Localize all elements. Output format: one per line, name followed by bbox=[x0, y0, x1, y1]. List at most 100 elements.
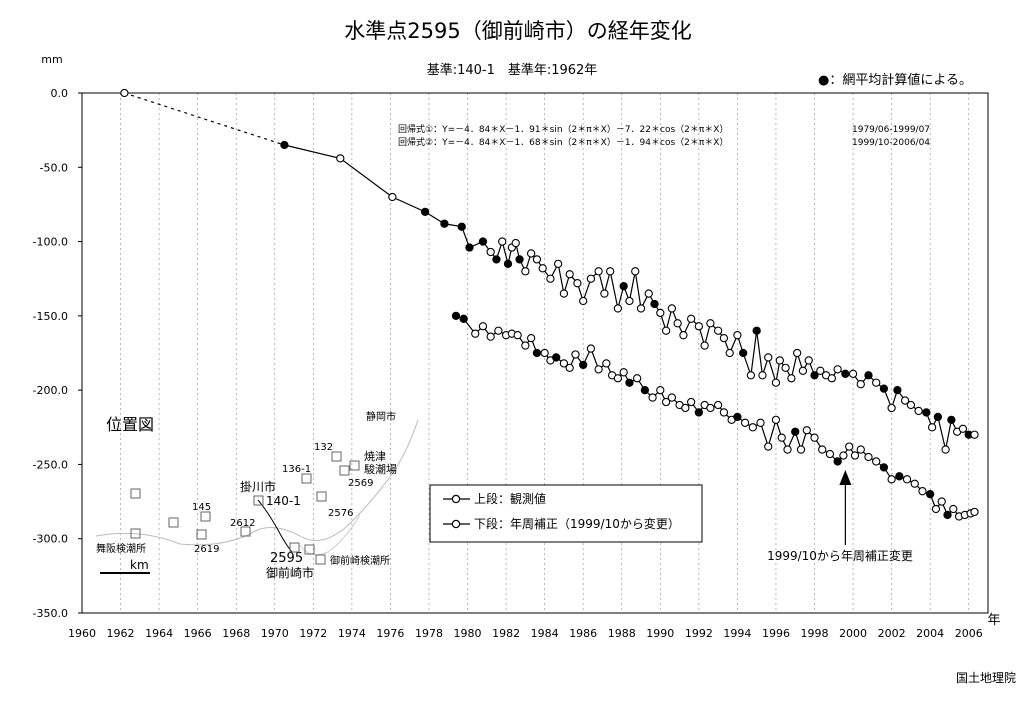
data-point-upper bbox=[970, 430, 979, 439]
map-label-145: 145 bbox=[192, 502, 211, 513]
legend-marker-upper bbox=[451, 494, 461, 504]
data-point-lower bbox=[459, 314, 468, 323]
x-tick-label: 1992 bbox=[685, 627, 713, 640]
data-point-upper bbox=[933, 412, 943, 422]
data-point-lower bbox=[771, 415, 781, 425]
data-point-upper bbox=[810, 371, 819, 380]
data-point-upper bbox=[457, 222, 466, 231]
data-point-lower bbox=[719, 408, 729, 417]
data-point-upper bbox=[661, 326, 671, 335]
data-point-upper bbox=[746, 371, 756, 380]
y-axis-unit: mm bbox=[41, 53, 62, 66]
x-tick-label: 1978 bbox=[415, 627, 443, 640]
regression-period-1: 1979/06-1999/07 bbox=[852, 125, 930, 135]
data-point-upper bbox=[546, 274, 555, 283]
data-point-lower bbox=[552, 353, 561, 362]
x-axis-unit: 年 bbox=[987, 613, 1000, 628]
y-tick-label: -250.0 bbox=[33, 458, 68, 471]
benchmark-square bbox=[289, 542, 300, 553]
data-point-lower bbox=[931, 504, 941, 514]
data-point-lower bbox=[633, 374, 642, 383]
benchmark-square bbox=[349, 460, 360, 471]
x-tick-label: 1962 bbox=[107, 627, 135, 640]
chart-title: 水準点2595（御前崎市）の経年変化 bbox=[344, 19, 691, 43]
data-point-lower bbox=[783, 445, 792, 454]
data-point-upper bbox=[798, 366, 808, 375]
data-point-lower bbox=[833, 457, 842, 466]
benchmark-square bbox=[253, 495, 264, 506]
data-point-upper bbox=[573, 279, 582, 288]
data-point-upper bbox=[667, 304, 677, 313]
map-label-maisaka: 舞阪検潮所 bbox=[96, 542, 146, 555]
x-tick-label: 1990 bbox=[646, 627, 674, 640]
map-label-tide-station: 駿潮場 bbox=[364, 462, 397, 476]
benchmark-square bbox=[316, 491, 327, 502]
data-point-upper bbox=[420, 207, 430, 217]
data-point-lower bbox=[796, 445, 806, 454]
x-tick-label: 1994 bbox=[723, 627, 751, 640]
data-point-upper bbox=[764, 353, 773, 362]
data-point-lower bbox=[640, 385, 650, 395]
map-coastline bbox=[95, 419, 419, 546]
data-point-lower bbox=[619, 368, 628, 377]
map-scale-label: km bbox=[130, 558, 149, 572]
legend-label-lower: 下段：年周補正（1999/10から変更） bbox=[474, 516, 680, 531]
data-point-upper bbox=[848, 369, 858, 378]
data-point-upper bbox=[804, 356, 813, 365]
x-tick-label: 2004 bbox=[916, 627, 944, 640]
data-point-upper bbox=[594, 267, 603, 276]
data-point-upper bbox=[713, 326, 723, 335]
data-point-upper bbox=[793, 348, 802, 358]
x-tick-label: 1986 bbox=[569, 627, 597, 640]
x-tick-label: 1982 bbox=[492, 627, 520, 640]
data-point-lower bbox=[872, 457, 881, 466]
data-point-upper bbox=[559, 289, 569, 298]
map-label-140-1: 140-1 bbox=[266, 494, 301, 508]
data-point-upper bbox=[631, 267, 640, 276]
benchmark-square bbox=[304, 544, 315, 555]
data-point-upper bbox=[958, 424, 968, 433]
y-tick-label: -50.0 bbox=[40, 161, 68, 174]
map-label-2612: 2612 bbox=[230, 518, 255, 529]
data-point-upper bbox=[781, 363, 790, 373]
data-point-lower bbox=[818, 445, 827, 454]
data-point-lower bbox=[937, 497, 946, 506]
data-point-upper bbox=[673, 319, 682, 328]
data-point-lower bbox=[494, 326, 503, 335]
y-tick-label: -150.0 bbox=[33, 310, 68, 323]
data-point-lower bbox=[540, 348, 549, 358]
data-point-lower bbox=[526, 333, 536, 343]
data-point-lower bbox=[943, 510, 952, 520]
data-point-upper bbox=[613, 304, 623, 313]
benchmark-square bbox=[331, 451, 342, 462]
data-point-lower bbox=[970, 507, 979, 517]
data-point-lower bbox=[602, 359, 611, 368]
x-tick-label: 1974 bbox=[338, 627, 366, 640]
inset-location-map: 位置図 静岡市 132 焼津 駿潮場 136-1 2569 掛川市 140-1 … bbox=[95, 410, 419, 580]
data-point-upper bbox=[120, 88, 129, 98]
y-tick-label: -300.0 bbox=[33, 533, 68, 546]
data-point-lower bbox=[559, 359, 569, 368]
legend: 上段：観測値 下段：年周補正（1999/10から変更） bbox=[429, 484, 703, 543]
x-tick-label: 1998 bbox=[801, 627, 829, 640]
data-point-upper bbox=[864, 371, 873, 380]
map-label-shizuoka: 静岡市 bbox=[366, 410, 396, 423]
annotation-text: 1999/10から年周補正変更 bbox=[767, 548, 913, 563]
data-point-upper bbox=[521, 267, 530, 276]
data-point-lower bbox=[864, 452, 873, 462]
data-point-upper bbox=[656, 308, 665, 318]
data-point-lower bbox=[532, 348, 542, 358]
data-point-upper bbox=[565, 270, 574, 279]
data-point-upper bbox=[879, 384, 889, 393]
data-point-upper bbox=[553, 259, 563, 269]
data-point-lower bbox=[777, 433, 786, 442]
data-point-lower bbox=[586, 344, 596, 353]
y-tick-label: -350.0 bbox=[33, 607, 68, 620]
data-point-upper bbox=[586, 274, 596, 283]
data-point-upper bbox=[650, 299, 659, 309]
data-point-upper bbox=[700, 341, 709, 350]
data-point-lower bbox=[825, 449, 835, 459]
data-point-upper bbox=[816, 366, 825, 375]
benchmark-square bbox=[130, 528, 141, 539]
map-label-136-1: 136-1 bbox=[282, 464, 311, 475]
